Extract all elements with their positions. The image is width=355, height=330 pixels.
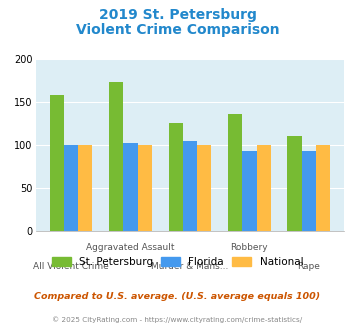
Text: 2019 St. Petersburg: 2019 St. Petersburg [99,8,256,22]
Text: All Violent Crime: All Violent Crime [33,262,109,271]
Bar [138,145,152,231]
Text: © 2025 CityRating.com - https://www.cityrating.com/crime-statistics/: © 2025 CityRating.com - https://www.city… [53,317,302,323]
Bar [109,82,123,231]
Bar [183,141,197,231]
Bar [257,145,271,231]
Bar [288,136,302,231]
Bar [228,114,242,231]
Bar [64,145,78,231]
Bar [197,145,211,231]
Text: Aggravated Assault: Aggravated Assault [86,243,175,252]
Legend: St. Petersburg, Florida, National: St. Petersburg, Florida, National [52,257,303,267]
Text: Compared to U.S. average. (U.S. average equals 100): Compared to U.S. average. (U.S. average … [34,292,321,301]
Bar [242,151,257,231]
Text: Violent Crime Comparison: Violent Crime Comparison [76,23,279,37]
Bar [78,145,92,231]
Bar [302,151,316,231]
Bar [123,143,138,231]
Text: Murder & Mans...: Murder & Mans... [151,262,229,271]
Bar [316,145,330,231]
Bar [50,95,64,231]
Text: Rape: Rape [297,262,320,271]
Bar [169,123,183,231]
Text: Robbery: Robbery [231,243,268,252]
